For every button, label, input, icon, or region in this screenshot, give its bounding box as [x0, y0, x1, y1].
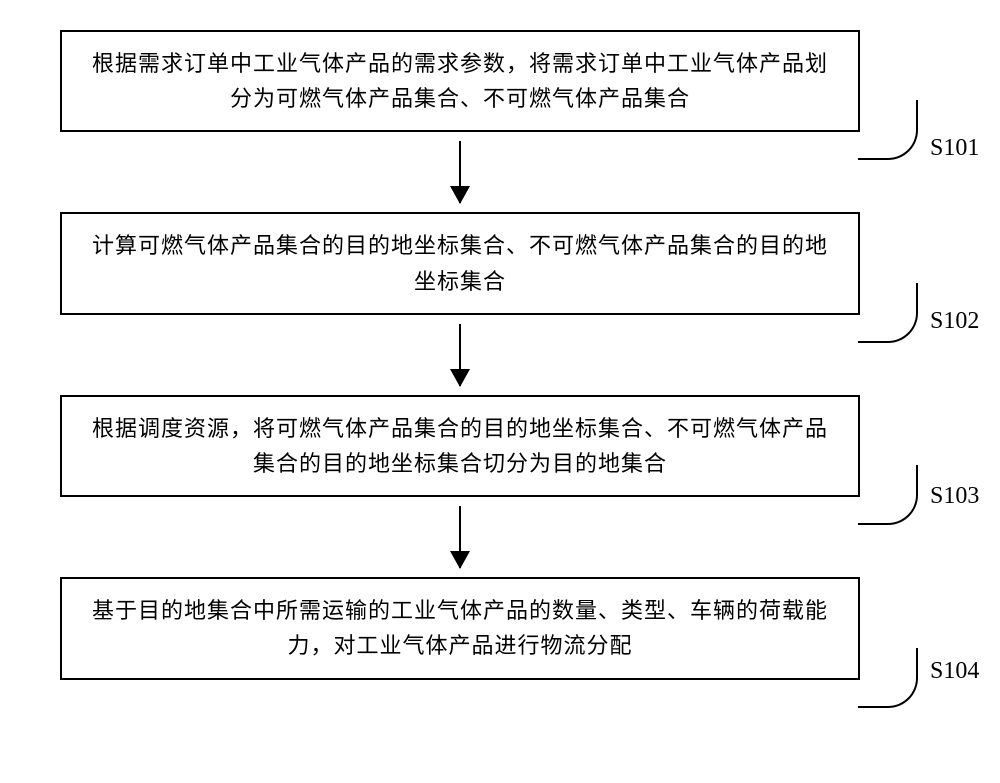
arrow-head-icon [450, 551, 470, 569]
step-box: 根据需求订单中工业气体产品的需求参数，将需求订单中工业气体产品划分为可燃气体产品… [60, 30, 860, 132]
label-connector [858, 100, 918, 160]
step-box: 基于目的地集合中所需运输的工业气体产品的数量、类型、车辆的荷载能力，对工业气体产… [60, 577, 860, 679]
step-box: 根据调度资源，将可燃气体产品集合的目的地坐标集合、不可燃气体产品集合的目的地坐标… [60, 395, 860, 497]
arrow-head-icon [450, 186, 470, 204]
arrow [60, 132, 860, 212]
arrow [60, 497, 860, 577]
label-connector [858, 283, 918, 343]
flowchart-container: 根据需求订单中工业气体产品的需求参数，将需求订单中工业气体产品划分为可燃气体产品… [60, 30, 930, 680]
step-text: 基于目的地集合中所需运输的工业气体产品的数量、类型、车辆的荷载能力，对工业气体产… [92, 593, 828, 663]
step-text: 根据调度资源，将可燃气体产品集合的目的地坐标集合、不可燃气体产品集合的目的地坐标… [92, 411, 828, 481]
step-label: S102 [930, 308, 979, 335]
arrow-line [459, 506, 461, 568]
arrow-line [459, 324, 461, 386]
step-text: 计算可燃气体产品集合的目的地坐标集合、不可燃气体产品集合的目的地坐标集合 [92, 228, 828, 298]
step-label: S103 [930, 483, 979, 510]
step-text: 根据需求订单中工业气体产品的需求参数，将需求订单中工业气体产品划分为可燃气体产品… [92, 46, 828, 116]
step-box: 计算可燃气体产品集合的目的地坐标集合、不可燃气体产品集合的目的地坐标集合 [60, 212, 860, 314]
arrow [60, 315, 860, 395]
step-label: S101 [930, 135, 979, 162]
arrow-head-icon [450, 369, 470, 387]
label-connector [858, 648, 918, 708]
step-label: S104 [930, 658, 979, 685]
arrow-line [459, 141, 461, 203]
label-connector [858, 465, 918, 525]
